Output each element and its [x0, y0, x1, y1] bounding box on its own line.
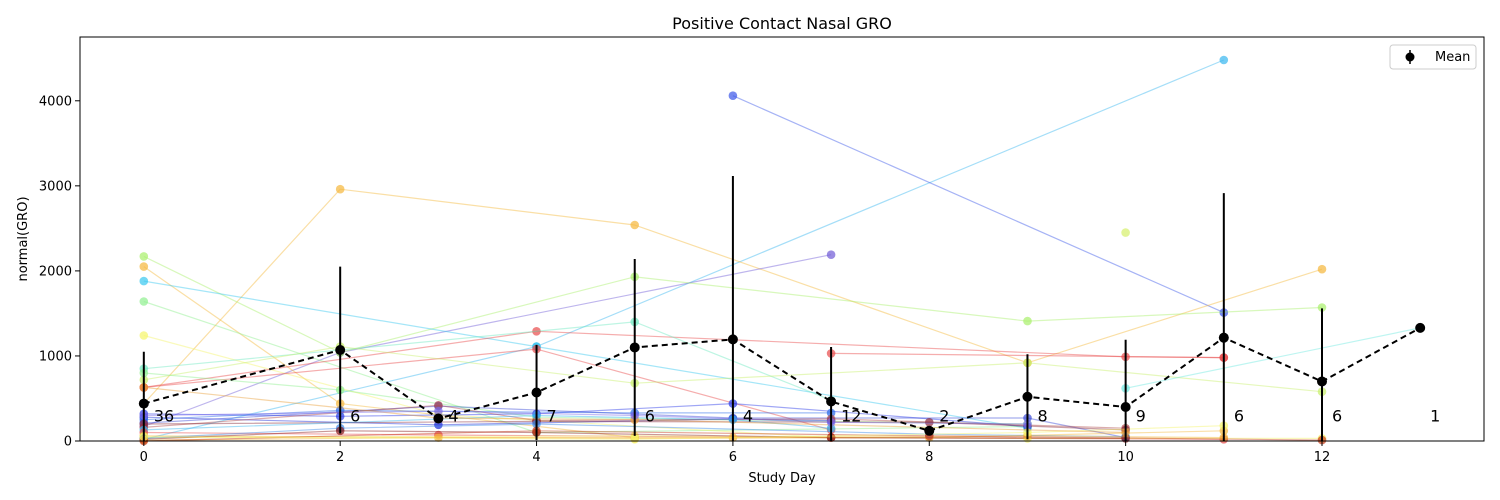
- mean-point: [629, 342, 640, 353]
- mean-point: [1218, 332, 1229, 343]
- count-label: 36: [154, 406, 174, 425]
- subject-point: [434, 433, 443, 442]
- mean-point: [826, 396, 837, 407]
- subject-point: [335, 184, 345, 194]
- chart-title: Positive Contact Nasal GRO: [672, 14, 892, 33]
- legend: Mean: [1389, 44, 1477, 70]
- mean-point: [1120, 401, 1131, 412]
- y-axis-label: normal(GRO): [16, 196, 31, 281]
- count-label: 6: [1234, 406, 1244, 425]
- y-tick-label: 3000: [39, 179, 72, 194]
- subject-point: [1219, 55, 1229, 65]
- count-label: 12: [841, 406, 861, 425]
- subject-point: [139, 252, 149, 261]
- x-axis-label: Study Day: [748, 471, 816, 486]
- subject-point: [139, 297, 149, 306]
- plot-frame: [79, 36, 1485, 442]
- y-tick-label: 0: [64, 435, 72, 450]
- count-labels-layer: 36 6 4 7 6 4 12 2 8 9 6 6 1: [154, 406, 1441, 425]
- subject-line: [1125, 327, 1421, 389]
- subject-point: [139, 262, 149, 271]
- subject-series: [1121, 228, 1130, 237]
- count-label: 1: [1430, 406, 1440, 425]
- mean-series-layer: [138, 176, 1426, 441]
- mean-point: [335, 344, 346, 355]
- count-label: 9: [1136, 406, 1146, 425]
- subject-line: [143, 430, 1224, 439]
- count-label: 4: [743, 406, 753, 425]
- x-tick-label: 12: [1314, 450, 1331, 465]
- x-tick-label: 2: [336, 450, 344, 465]
- count-label: 6: [1332, 406, 1342, 425]
- subject-point: [139, 331, 149, 340]
- mean-point: [727, 334, 738, 345]
- count-label: 8: [1037, 406, 1047, 425]
- subject-point: [826, 250, 836, 259]
- subject-point: [630, 220, 639, 230]
- x-tick-label: 6: [729, 450, 737, 465]
- x-tick-label: 0: [140, 450, 148, 465]
- count-label: 7: [547, 406, 557, 425]
- legend-entry-mean: Mean: [1435, 50, 1470, 65]
- subject-point: [1317, 264, 1327, 274]
- x-tick-label: 8: [925, 450, 933, 465]
- subject-point: [434, 406, 443, 416]
- subject-point: [728, 91, 738, 100]
- subject-line: [732, 95, 1225, 314]
- mean-point: [924, 425, 935, 436]
- mean-point: [531, 387, 542, 398]
- subject-point: [434, 401, 443, 410]
- mean-point: [1317, 376, 1327, 387]
- count-label: 2: [939, 406, 949, 425]
- subject-point: [139, 276, 149, 286]
- y-tick-label: 4000: [39, 94, 72, 109]
- subject-point: [532, 327, 541, 336]
- count-label: 4: [448, 406, 458, 425]
- count-label: 6: [645, 406, 655, 425]
- legend-frame: [1389, 44, 1477, 70]
- y-tick-label: 1000: [39, 349, 72, 364]
- count-label: 6: [350, 406, 360, 425]
- x-tick-label: 10: [1117, 450, 1134, 465]
- subject-point: [925, 418, 934, 427]
- legend-marker-icon: [1405, 52, 1415, 62]
- mean-point: [1415, 322, 1426, 333]
- x-tick-label: 4: [532, 450, 540, 465]
- mean-point: [138, 398, 149, 409]
- subject-point: [1023, 316, 1032, 326]
- mean-point: [433, 413, 444, 424]
- subject-line: [143, 416, 832, 426]
- y-tick-label: 2000: [39, 264, 72, 279]
- mean-point: [1022, 391, 1033, 402]
- subject-point: [1317, 303, 1327, 312]
- subject-point: [1121, 228, 1130, 237]
- subject-point: [630, 435, 639, 444]
